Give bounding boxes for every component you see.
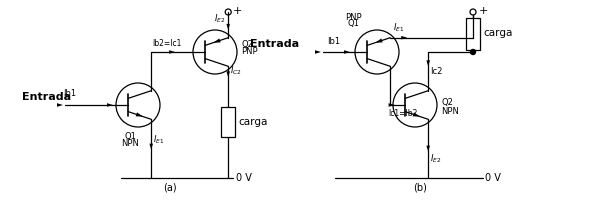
Polygon shape [388,103,394,107]
Polygon shape [375,38,383,43]
Text: PNP: PNP [241,46,257,55]
Text: $I_{C2}$: $I_{C2}$ [230,64,242,77]
Text: Ic1=Ib2: Ic1=Ib2 [388,109,417,118]
Text: +: + [233,6,242,16]
Polygon shape [426,146,430,152]
Text: Q2: Q2 [441,98,453,108]
Text: $I_{E2}$: $I_{E2}$ [214,13,225,25]
Text: (a): (a) [163,182,177,192]
Bar [466,18,480,49]
Polygon shape [226,24,230,30]
Polygon shape [344,50,350,54]
Text: $I_{E2}$: $I_{E2}$ [430,153,441,165]
Text: NPN: NPN [121,139,139,148]
Text: carga: carga [238,117,268,127]
Polygon shape [426,60,430,66]
Polygon shape [136,112,143,117]
Text: Q1: Q1 [124,132,136,141]
Text: PNP: PNP [345,13,361,22]
Polygon shape [412,112,420,117]
Polygon shape [213,38,221,43]
Text: 0 V: 0 V [236,173,252,183]
Text: Q2: Q2 [241,40,253,48]
Text: +: + [479,6,488,16]
Text: Ib1: Ib1 [63,89,76,98]
Text: Ib1: Ib1 [327,37,340,46]
Polygon shape [107,103,113,107]
Text: (b): (b) [413,182,427,192]
Text: carga: carga [483,28,513,38]
Text: $I_{E1}$: $I_{E1}$ [153,133,165,146]
Text: $I_{E1}$: $I_{E1}$ [393,21,405,34]
Bar [221,107,235,137]
Text: NPN: NPN [441,106,459,116]
Polygon shape [401,36,407,40]
Polygon shape [226,71,230,77]
Text: Q1: Q1 [347,19,359,28]
Polygon shape [57,103,63,107]
Text: 0 V: 0 V [485,173,501,183]
Polygon shape [315,50,321,54]
Text: Entrada: Entrada [22,92,71,102]
Text: Ib2=Ic1: Ib2=Ic1 [153,39,182,48]
Circle shape [470,49,476,54]
Text: Entrada: Entrada [250,39,299,49]
Text: Ic2: Ic2 [430,67,443,76]
Polygon shape [150,144,153,150]
Polygon shape [169,50,175,54]
